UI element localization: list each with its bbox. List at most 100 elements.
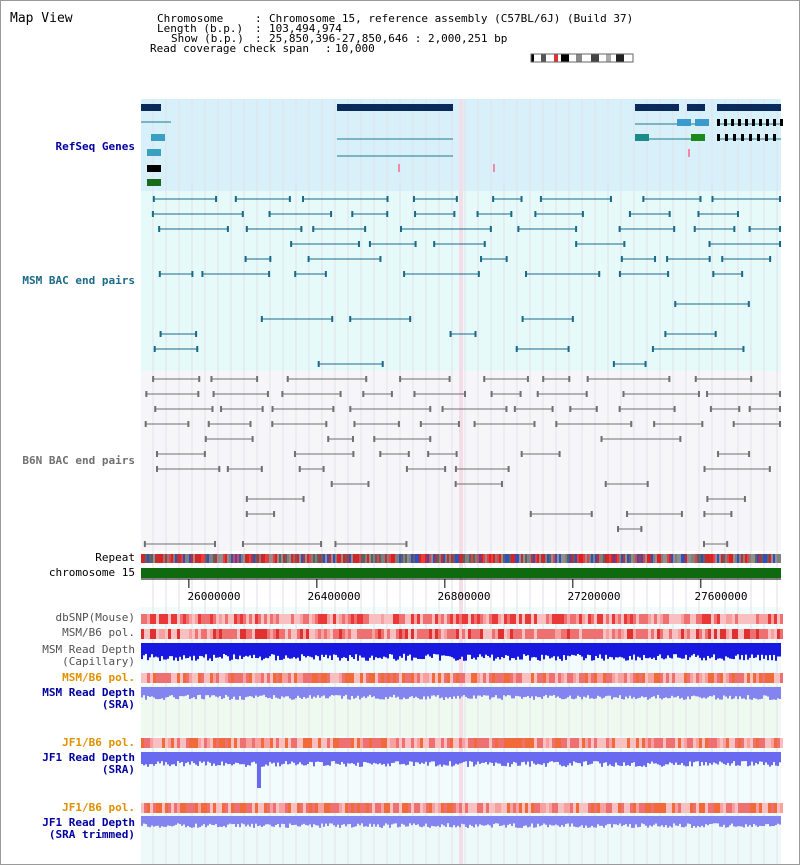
read-depth-bar [739,643,741,660]
polymorphism-mark [324,629,327,639]
read-depth-bar [477,816,479,827]
polymorphism-mark [297,803,300,813]
label-b6n-bac[interactable]: B6N BAC end pairs [22,454,135,467]
read-depth-bar [479,816,481,825]
read-depth-bar [359,752,361,767]
polymorphism-mark [654,629,657,639]
polymorphism-mark [318,738,321,748]
read-depth-bar [579,687,581,697]
repeat-mark [403,554,405,563]
polymorphism-mark [444,614,447,624]
polymorphism-mark [411,803,414,813]
polymorphism-mark [387,629,390,639]
read-depth-bar [353,687,355,699]
polymorphism-mark [675,629,678,639]
repeat-mark [327,554,329,563]
read-depth-bar [505,752,507,767]
polymorphism-mark [471,629,474,639]
polymorphism-mark [639,738,642,748]
polymorphism-mark [477,803,480,813]
polymorphism-mark [420,614,423,624]
label-dbsnp: dbSNP(Mouse) [55,611,135,624]
label-refseq-genes[interactable]: RefSeq Genes [55,140,135,153]
read-depth-bar [337,643,339,658]
polymorphism-mark [675,614,678,624]
polymorphism-mark [555,614,558,624]
read-depth-bar [685,643,687,655]
polymorphism-mark [174,673,177,683]
b6n-bac-end [653,421,656,427]
read-depth-bar [537,816,539,824]
read-depth-bar [149,752,151,765]
polymorphism-mark [183,738,186,748]
msm-bac-end [712,271,715,277]
polymorphism-mark [237,738,240,748]
read-depth-bar [623,687,625,700]
read-depth-bar [159,816,161,828]
polymorphism-mark [198,673,201,683]
polymorphism-mark [267,738,270,748]
polymorphism-mark [480,629,483,639]
read-depth-bar [213,643,215,655]
b6n-bac-end [198,376,201,382]
read-depth-bar [395,752,397,762]
read-depth-bar [737,687,739,700]
read-depth-bar [625,816,627,825]
polymorphism-mark [759,673,762,683]
msm-bac-end [357,241,360,247]
read-depth-bar [209,643,211,659]
read-depth-bar [389,687,391,697]
b6n-bac-end [569,406,572,412]
read-depth-bar [315,752,317,762]
repeat-mark [397,554,399,563]
polymorphism-mark [702,803,705,813]
read-depth-bar [683,816,685,828]
read-depth-bar [345,687,347,695]
polymorphism-mark [498,629,501,639]
repeat-mark [395,554,397,563]
polymorphism-mark [693,614,696,624]
read-depth-bar [725,752,727,765]
read-depth-bar [179,643,181,657]
polymorphism-mark [336,738,339,748]
read-depth-bar [419,752,421,765]
read-depth-bar [411,816,413,826]
polymorphism-mark [534,673,537,683]
polymorphism-mark [315,803,318,813]
polymorphism-mark [189,673,192,683]
repeat-mark [569,554,571,563]
b6n-bac-end [483,376,486,382]
polymorphism-mark [420,673,423,683]
read-depth-bar [779,816,781,825]
read-depth-bar [423,643,425,660]
read-depth-bar [467,643,469,655]
read-depth-bar [365,687,367,699]
polymorphism-mark [534,803,537,813]
polymorphism-mark [447,629,450,639]
read-depth-bar [441,687,443,698]
polymorphism-mark [270,803,273,813]
polymorphism-mark [663,803,666,813]
polymorphism-mark [606,614,609,624]
gene-exon [759,119,762,126]
read-depth-bar [647,687,649,700]
read-depth-bar [453,816,455,826]
read-depth-bar [491,643,493,655]
read-depth-bar [333,816,335,826]
read-depth-bar [673,816,675,824]
label-msm-bac[interactable]: MSM BAC end pairs [22,274,135,287]
polymorphism-mark [633,629,636,639]
read-depth-bar [737,643,739,655]
polymorphism-mark [402,629,405,639]
read-depth-bar [629,643,631,657]
read-depth-bar [687,816,689,824]
read-depth-bar [303,643,305,657]
polymorphism-mark [201,738,204,748]
polymorphism-mark [282,673,285,683]
polymorphism-mark [366,629,369,639]
polymorphism-mark [735,803,738,813]
b6n-bac-end [586,376,589,382]
read-depth-bar [439,687,441,699]
read-depth-bar [167,643,169,659]
read-depth-bar [415,643,417,658]
